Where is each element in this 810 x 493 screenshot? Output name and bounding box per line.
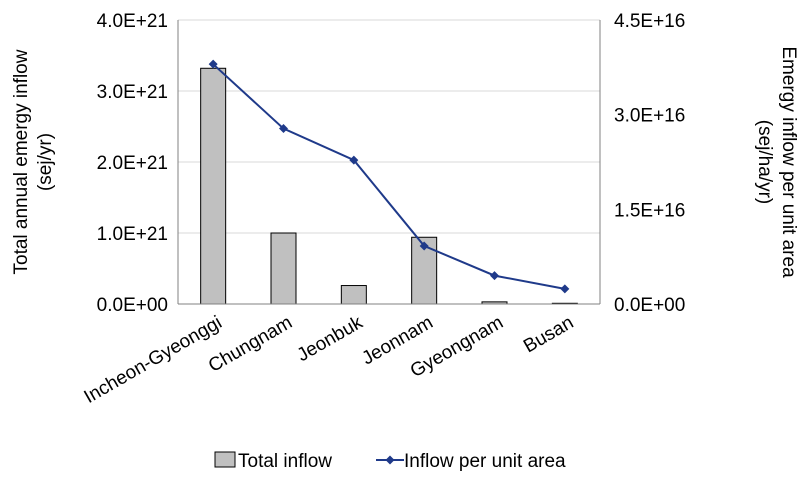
- axes: [177, 20, 601, 305]
- left-tick-label: 4.0E+21: [97, 11, 168, 32]
- line-point-marker: [349, 155, 359, 165]
- legend-swatch-total-inflow: [214, 451, 236, 468]
- category-label: Jeonbuk: [294, 312, 367, 366]
- tick-labels: 0.0E+00 1.0E+21 2.0E+21 3.0E+21 4.0E+21 0.0E+…: [81, 11, 686, 408]
- axis-title-line: (sej/ha/yr): [754, 120, 775, 204]
- legend-label-total-inflow: Total inflow: [238, 451, 332, 472]
- left-axis-title: Total annual emergy inflow (sej/yr): [11, 49, 56, 274]
- right-tick-label: 1.5E+16: [614, 200, 685, 221]
- axis-title-line: (sej/yr): [35, 133, 56, 191]
- bar-total-inflow: [200, 67, 227, 305]
- category-label: Busan: [520, 312, 577, 357]
- gridlines: [178, 19, 600, 234]
- legend-marker-diamond: [385, 455, 395, 465]
- axis-title-line: Total annual emergy inflow: [11, 49, 32, 274]
- bar-total-inflow: [270, 232, 297, 305]
- left-tick-label: 3.0E+21: [97, 82, 168, 103]
- line-point-marker: [208, 59, 218, 69]
- line-point-marker: [419, 241, 429, 251]
- line-point-marker: [560, 284, 570, 294]
- left-tick-label: 1.0E+21: [97, 224, 168, 245]
- line-inflow-per-area: [212, 63, 566, 290]
- right-tick-label: 0.0E+00: [614, 295, 685, 316]
- axis-title-line: Emergy inflow per unit area: [778, 46, 799, 278]
- category-label: Incheon-Gyeonggi: [81, 312, 226, 408]
- right-tick-label: 3.0E+16: [614, 106, 685, 127]
- left-tick-label: 0.0E+00: [97, 295, 168, 316]
- legend-label-inflow-per-area: Inflow per unit area: [404, 451, 566, 472]
- bar-total-inflow: [340, 285, 367, 305]
- line-point-marker: [490, 271, 499, 281]
- axis-titles: Total annual emergy inflow (sej/yr) Emergy…: [11, 46, 799, 278]
- left-tick-label: 2.0E+21: [97, 153, 168, 174]
- right-tick-label: 4.5E+16: [614, 11, 685, 32]
- right-axis-title: Emergy inflow per unit area(sej/ha/yr): [754, 46, 799, 278]
- legend: Total inflow Inflow per unit area: [214, 451, 566, 472]
- line-series: [208, 59, 570, 294]
- line-point-marker: [279, 124, 288, 134]
